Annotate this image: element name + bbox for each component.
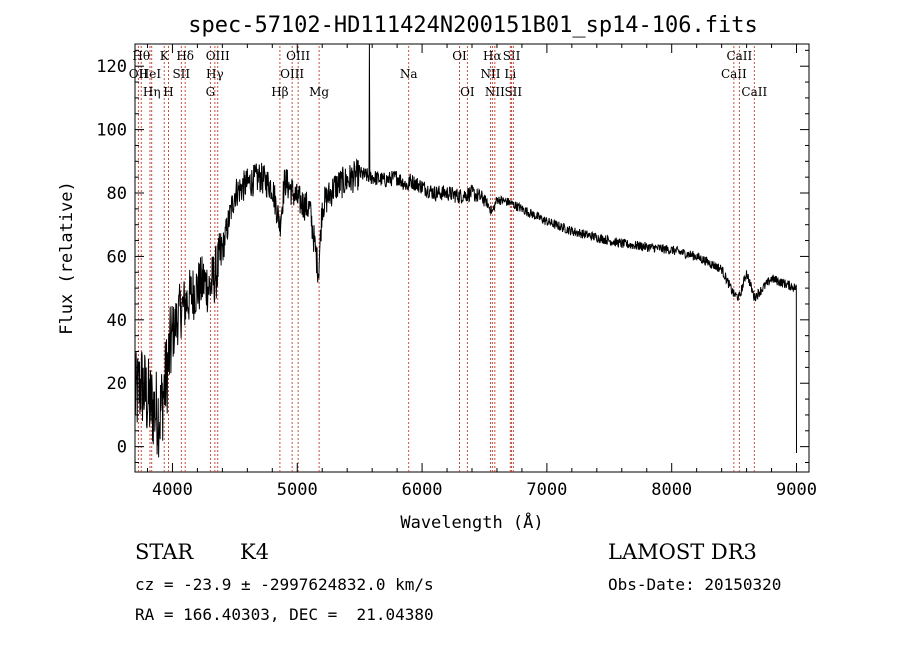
survey-name: LAMOST DR3 — [608, 540, 757, 564]
x-axis-label: Wavelength (Å) — [400, 511, 543, 533]
line-marker-label: HeI — [139, 67, 162, 81]
y-axis-label: Flux (relative) — [57, 181, 77, 335]
plot-frame — [134, 43, 810, 473]
axes-layer: 4000 5000 6000 7000 8000 9000 0 20 40 60 80 100 120 — [96, 44, 817, 500]
line-marker-label: NII — [480, 67, 500, 81]
coordinates: RA = 166.40303, DEC = 21.04380 — [135, 605, 434, 624]
line-marker-label: OI — [460, 85, 475, 99]
line-marker-label: Hα — [483, 49, 502, 63]
obs-date: Obs-Date: 20150320 — [608, 575, 782, 594]
spectrum-line — [134, 43, 797, 458]
line-marker-label: OIII — [286, 49, 310, 63]
line-marker-label: Na — [400, 67, 418, 81]
redshift-line: cz = -23.9 ± -2997624832.0 km/s — [135, 575, 434, 594]
x-tick-label: 6000 — [402, 480, 443, 500]
x-tick-label: 8000 — [651, 480, 692, 500]
line-marker-label: CaII — [741, 85, 767, 99]
y-tick-label: 120 — [96, 57, 127, 77]
line-marker-label: OIII — [206, 49, 230, 63]
y-tick-label: 80 — [107, 184, 127, 204]
spectrum-chart: spec-57102-HD111424N200151B01_sp14-106.f… — [57, 13, 817, 533]
line-marker-label: CaII — [726, 49, 752, 63]
x-tick-label: 5000 — [277, 480, 318, 500]
line-marker-label: Li — [504, 67, 516, 81]
line-marker-label: SII — [503, 49, 521, 63]
line-marker-label: CaII — [721, 67, 747, 81]
line-marker-label: OI — [452, 49, 467, 63]
y-tick-label: 40 — [107, 311, 127, 331]
y-tick-label: 20 — [107, 374, 127, 394]
line-marker-label: K — [160, 49, 170, 63]
line-marker-label: Mg — [309, 85, 329, 99]
line-marker-label: SII — [172, 67, 190, 81]
object-class: STAR — [135, 540, 194, 564]
line-marker-label: H — [163, 85, 173, 99]
line-marker-label: Hδ — [176, 49, 194, 63]
line-marker-label: G — [206, 85, 216, 99]
line-marker-label: Hη — [143, 85, 161, 99]
y-tick-label: 0 — [117, 438, 127, 458]
line-marker-label: Hγ — [206, 67, 224, 81]
line-marker-label: OII — [129, 67, 149, 81]
y-tick-label: 100 — [96, 121, 127, 141]
line-marker-label: OIII — [280, 67, 304, 81]
line-marker-label: Hθ — [132, 49, 150, 63]
line-marker-label: SII — [504, 85, 522, 99]
x-tick-label: 9000 — [776, 480, 817, 500]
line-marker-label: NII — [485, 85, 505, 99]
x-tick-label: 4000 — [152, 480, 193, 500]
chart-title: spec-57102-HD111424N200151B01_sp14-106.f… — [188, 13, 758, 38]
x-tick-label: 7000 — [526, 480, 567, 500]
line-marker-label: Hβ — [271, 85, 288, 99]
line-marker-layer: OII Hθ HeI Hη K H SII Hδ G Hγ OIII Hβ OIII OIII Mg Na OI… — [129, 46, 767, 472]
object-subclass: K4 — [240, 540, 270, 564]
y-tick-label: 60 — [107, 247, 127, 267]
